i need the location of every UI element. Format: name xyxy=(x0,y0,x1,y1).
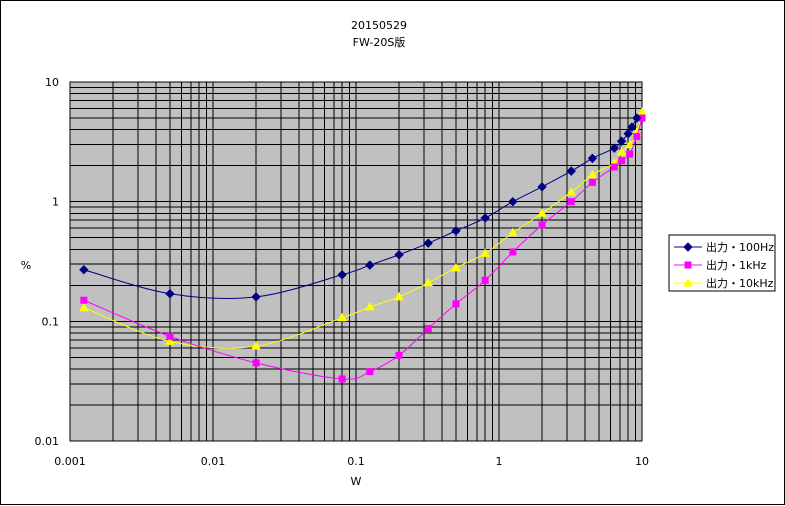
data-point xyxy=(567,198,575,206)
data-point xyxy=(337,270,347,280)
data-point xyxy=(480,213,490,223)
data-point xyxy=(451,262,461,272)
legend-label: 出力・1kHz xyxy=(706,258,767,272)
x-tick-label: 10 xyxy=(635,455,649,468)
data-point xyxy=(252,359,260,367)
legend: 出力・100Hz 出力・1kHz 出力・10kHz xyxy=(668,234,776,292)
data-point xyxy=(627,122,637,132)
data-point xyxy=(395,351,403,359)
x-tick-label: 0.01 xyxy=(201,455,226,468)
data-point xyxy=(423,277,434,287)
x-axis-label: W xyxy=(351,475,362,488)
data-point xyxy=(626,150,634,158)
data-point xyxy=(610,163,618,171)
chart-title: 20150529 xyxy=(351,19,407,32)
data-point xyxy=(618,157,626,165)
data-point xyxy=(365,260,375,270)
data-point xyxy=(623,128,633,139)
data-point xyxy=(165,336,175,345)
data-point xyxy=(481,276,489,284)
data-point xyxy=(251,292,261,302)
legend-swatch-marker xyxy=(683,242,693,252)
grid xyxy=(69,82,642,442)
data-point xyxy=(364,301,375,311)
data-point xyxy=(537,208,547,217)
x-tick-label: 1 xyxy=(496,455,503,468)
x-tick-label: 0.001 xyxy=(54,455,86,468)
y-tick-label: 1 xyxy=(52,196,59,209)
data-point xyxy=(616,136,627,146)
legend-label: 出力・100Hz xyxy=(706,240,774,254)
data-point xyxy=(566,187,577,196)
data-point xyxy=(538,221,546,229)
legend-swatch-marker xyxy=(684,261,692,269)
data-point xyxy=(166,332,174,340)
data-point xyxy=(632,113,642,123)
series-0 xyxy=(79,113,642,302)
data-point xyxy=(537,182,547,192)
data-point xyxy=(423,238,433,248)
data-point xyxy=(609,143,619,153)
data-point xyxy=(509,248,517,256)
data-point xyxy=(366,368,374,376)
data-point xyxy=(588,178,596,186)
data-point xyxy=(566,166,576,176)
y-tick-label: 0.1 xyxy=(42,315,60,328)
data-point xyxy=(507,227,518,237)
y-tick-label: 0.01 xyxy=(35,435,60,448)
data-point xyxy=(424,325,432,333)
data-point xyxy=(624,139,635,149)
data-point xyxy=(394,250,404,260)
legend-label: 出力・10kHz xyxy=(706,276,774,290)
data-point xyxy=(451,226,461,236)
data-point xyxy=(80,296,88,304)
chart-subtitle: FW-20S版 xyxy=(353,35,406,49)
legend-swatch-marker xyxy=(683,277,693,287)
data-point xyxy=(587,169,598,179)
y-tick-label: 10 xyxy=(45,76,59,89)
data-point xyxy=(79,265,89,275)
plot-border xyxy=(69,81,643,442)
data-point xyxy=(394,291,404,301)
data-point xyxy=(508,196,518,207)
data-point xyxy=(338,375,346,383)
data-point xyxy=(587,153,598,164)
data-point xyxy=(165,289,175,299)
y-axis-label: % xyxy=(21,259,31,272)
data-point xyxy=(452,300,460,308)
data-point xyxy=(616,147,627,156)
x-tick-label: 0.1 xyxy=(347,455,365,468)
data-point xyxy=(251,341,261,350)
data-point xyxy=(337,312,348,322)
data-point xyxy=(480,248,491,257)
data-point xyxy=(633,133,641,141)
data-point xyxy=(78,302,89,312)
series-1 xyxy=(80,114,646,383)
